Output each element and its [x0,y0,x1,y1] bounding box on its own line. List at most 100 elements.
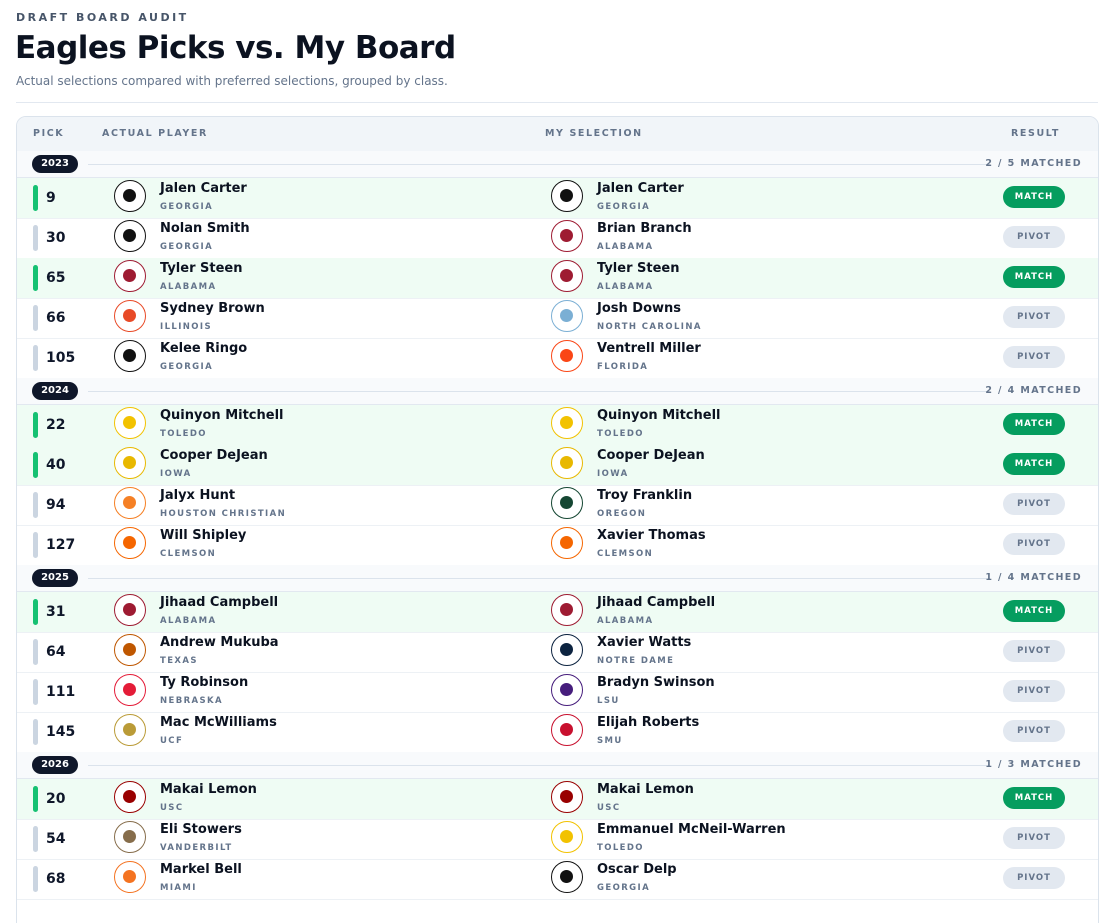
pick-row: 30 Nolan Smith GEORGIA Brian Branch ALABAMA P… [17,218,1098,259]
school-name: CLEMSON [597,549,654,559]
status-accent [33,532,38,558]
status-accent [33,719,38,745]
player-name: Elijah Roberts [597,715,700,730]
pick-number: 111 [46,684,76,700]
player-name: Xavier Thomas [597,528,706,543]
audit-table: PICK ACTUAL PLAYER MY SELECTION RESULT 2… [16,116,1099,923]
school-logo [551,781,583,813]
player-name: Makai Lemon [597,782,694,797]
school-name: GEORGIA [160,242,214,252]
status-accent [33,345,38,371]
logo-mark [123,643,136,656]
school-logo [551,487,583,519]
logo-mark [560,643,573,656]
group-header: 2024 2 / 4 MATCHED [17,378,1098,405]
pick-number: 94 [46,497,66,513]
logo-mark [123,269,136,282]
pick-row: 64 Andrew Mukuba TEXAS Xavier Watts NOTRE DA… [17,632,1098,673]
table-header: PICK ACTUAL PLAYER MY SELECTION RESULT [17,117,1098,152]
logo-mark [123,229,136,242]
player-name: Emmanuel McNeil-Warren [597,822,786,837]
player-name: Mac McWilliams [160,715,277,730]
player-name: Sydney Brown [160,301,265,316]
column-header: MY SELECTION [545,128,643,139]
result-badge: MATCH [1003,600,1065,622]
pick-number: 9 [46,190,56,206]
player-name: Cooper DeJean [597,448,705,463]
pick-row: 94 Jalyx Hunt HOUSTON CHRISTIAN Troy Frankl… [17,485,1098,526]
logo-mark [560,536,573,549]
logo-mark [123,349,136,362]
school-logo [551,861,583,893]
pick-number: 20 [46,791,66,807]
pick-number: 127 [46,537,76,553]
school-name: NORTH CAROLINA [597,322,702,332]
school-logo [114,634,146,666]
school-name: GEORGIA [160,202,214,212]
school-logo [551,300,583,332]
logo-mark [123,790,136,803]
player-name: Troy Franklin [597,488,693,503]
player-name: Eli Stowers [160,822,242,837]
school-logo [114,220,146,252]
page-title: Eagles Picks vs. My Board [15,30,456,66]
divider [16,102,1098,103]
school-name: SMU [597,736,623,746]
player-name: Ty Robinson [160,675,249,690]
result-badge: MATCH [1003,186,1065,208]
school-name: UCF [160,736,184,746]
school-name: VANDERBILT [160,843,233,853]
player-name: Jihaad Campbell [160,595,279,610]
logo-mark [123,496,136,509]
school-name: FLORIDA [597,362,649,372]
player-name: Jihaad Campbell [597,595,716,610]
school-logo [114,821,146,853]
player-name: Quinyon Mitchell [160,408,284,423]
status-accent [33,225,38,251]
player-name: Makai Lemon [160,782,257,797]
pick-number: 145 [46,724,76,740]
player-name: Bradyn Swinson [597,675,715,690]
result-badge: PIVOT [1003,640,1065,662]
group-rule [88,391,990,392]
school-logo [114,340,146,372]
result-badge: PIVOT [1003,680,1065,702]
year-badge: 2023 [32,155,78,173]
logo-mark [123,456,136,469]
pick-number: 22 [46,417,66,433]
player-name: Jalen Carter [160,181,247,196]
pick-row: 68 Markel Bell MIAMI Oscar Delp GEORGIA PIVOT [17,859,1098,900]
school-logo [114,674,146,706]
group-rule [88,164,990,165]
school-name: MIAMI [160,883,197,893]
logo-mark [123,189,136,202]
logo-mark [123,603,136,616]
result-badge: PIVOT [1003,827,1065,849]
school-name: LSU [597,696,620,706]
logo-mark [560,790,573,803]
logo-mark [123,830,136,843]
status-accent [33,492,38,518]
kicker: DRAFT BOARD AUDIT [16,11,189,24]
player-name: Kelee Ringo [160,341,248,356]
school-name: TEXAS [160,656,198,666]
column-header: ACTUAL PLAYER [102,128,208,139]
logo-mark [560,416,573,429]
pick-number: 66 [46,310,66,326]
logo-mark [123,309,136,322]
school-logo [114,714,146,746]
player-name: Andrew Mukuba [160,635,279,650]
result-badge: MATCH [1003,266,1065,288]
player-name: Ventrell Miller [597,341,701,356]
pick-row: 22 Quinyon Mitchell TOLEDO Quinyon Mitchell… [17,405,1098,446]
school-name: ALABAMA [160,282,217,292]
match-summary: 1 / 4 MATCHED [985,572,1082,583]
status-accent [33,599,38,625]
logo-mark [560,723,573,736]
school-name: IOWA [160,469,192,479]
school-name: NOTRE DAME [597,656,675,666]
logo-mark [560,456,573,469]
pick-row: 145 Mac McWilliams UCF Elijah Roberts SMU PIV… [17,712,1098,753]
school-name: USC [597,803,621,813]
logo-mark [123,416,136,429]
